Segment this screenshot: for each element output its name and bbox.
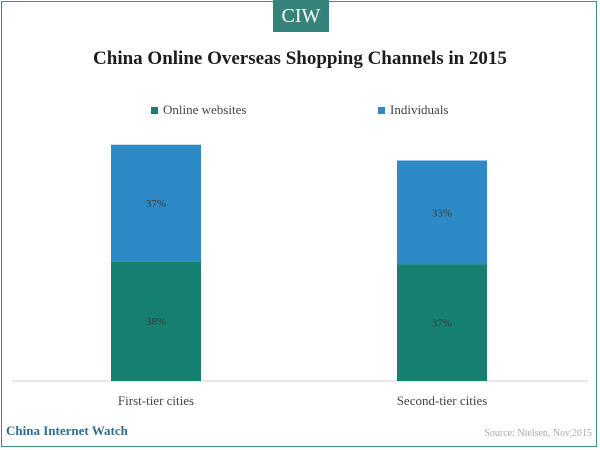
- legend-label-individuals: Individuals: [390, 102, 449, 117]
- footer-brand-name: China Internet Watch: [6, 423, 128, 438]
- category-label-1: First-tier cities: [118, 393, 194, 408]
- chart-title: China Online Overseas Shopping Channels …: [93, 48, 507, 69]
- source-note: Source: Nielsen, Nov,2015: [484, 428, 592, 439]
- bar-online-websites-1: [111, 261, 201, 381]
- legend-label-online-websites: Online websites: [163, 102, 247, 117]
- ciw-logo: CIW: [273, 0, 329, 32]
- category-label-2: Second-tier cities: [397, 393, 488, 408]
- data-label-online-websites-2: 37%: [432, 318, 452, 330]
- data-label-online-websites-1: 38%: [146, 316, 166, 328]
- data-label-individuals-1: 37%: [146, 198, 166, 210]
- legend-swatch-individuals: [378, 106, 385, 114]
- legend-item-individuals: Individuals: [378, 102, 449, 118]
- legend-item-online-websites: Online websites: [151, 102, 246, 118]
- data-label-individuals-2: 33%: [432, 207, 452, 219]
- bar-online-websites-2: [397, 264, 487, 381]
- bar-individuals-2: [397, 160, 487, 265]
- legend-swatch-online-websites: [151, 106, 158, 114]
- bar-individuals-1: [111, 144, 201, 262]
